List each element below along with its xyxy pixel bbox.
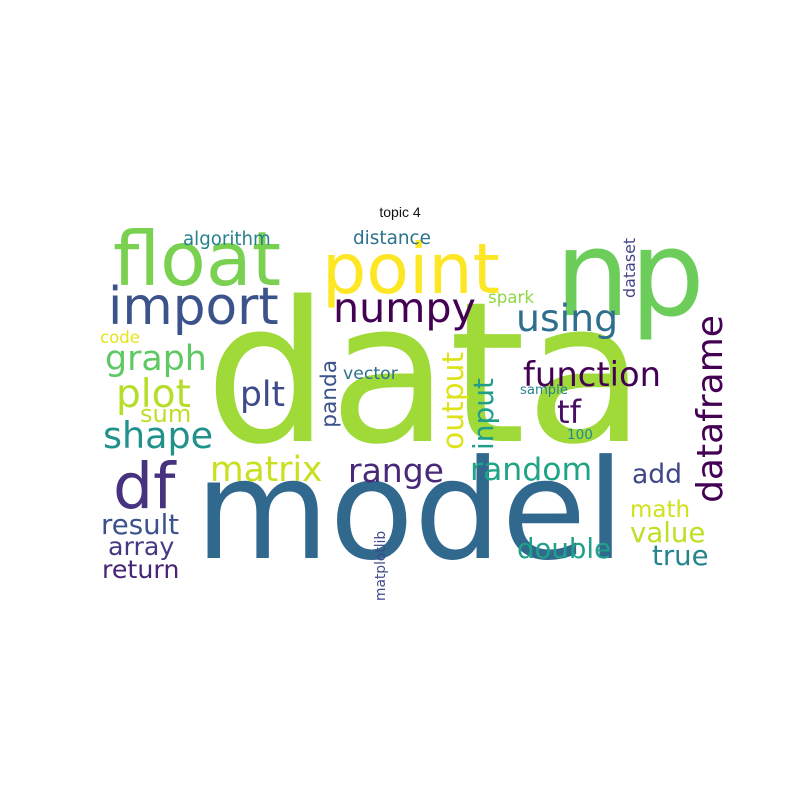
cloud-word: function: [523, 355, 662, 395]
cloud-word: add: [632, 459, 683, 491]
cloud-word: true: [652, 538, 709, 572]
cloud-word: graph: [105, 338, 207, 379]
cloud-word: dataset: [620, 237, 640, 299]
cloud-word: array: [108, 532, 175, 562]
cloud-word: using: [516, 295, 619, 340]
cloud-word: point: [322, 228, 501, 310]
cloud-word: df: [113, 448, 176, 523]
cloud-word: math: [630, 497, 691, 524]
cloud-title: topic 4: [379, 204, 421, 220]
cloud-word: model: [195, 430, 625, 592]
cloud-word: return: [102, 555, 180, 585]
cloud-word: import: [108, 277, 279, 338]
cloud-word: double: [517, 531, 612, 565]
cloud-word: spark: [488, 286, 535, 307]
cloud-word: shape: [103, 414, 214, 458]
cloud-word: result: [101, 507, 180, 541]
cloud-word: matrix: [210, 450, 323, 491]
cloud-word: matplotlib: [373, 530, 390, 602]
cloud-word: tf: [557, 393, 581, 432]
cloud-word: random: [470, 451, 593, 488]
cloud-word: code: [100, 328, 141, 348]
cloud-word: float: [113, 216, 282, 304]
cloud-word: distance: [353, 227, 431, 249]
cloud-word: panda: [317, 360, 343, 428]
cloud-word: dataframe: [690, 315, 731, 503]
cloud-word: value: [630, 515, 706, 549]
cloud-word: sum: [140, 400, 192, 429]
cloud-word: plt: [240, 375, 286, 416]
cloud-word: numpy: [333, 284, 476, 333]
cloud-word: plot: [116, 372, 191, 418]
cloud-word: data: [205, 261, 646, 489]
cloud-word: output: [436, 352, 472, 450]
cloud-word: vector: [343, 364, 398, 384]
cloud-word: 100: [567, 427, 593, 443]
cloud-word: range: [348, 450, 444, 490]
cloud-word: algorithm: [183, 228, 271, 250]
cloud-word: input: [466, 377, 500, 450]
cloud-word: sample: [520, 383, 568, 399]
cloud-word: np: [555, 204, 705, 343]
